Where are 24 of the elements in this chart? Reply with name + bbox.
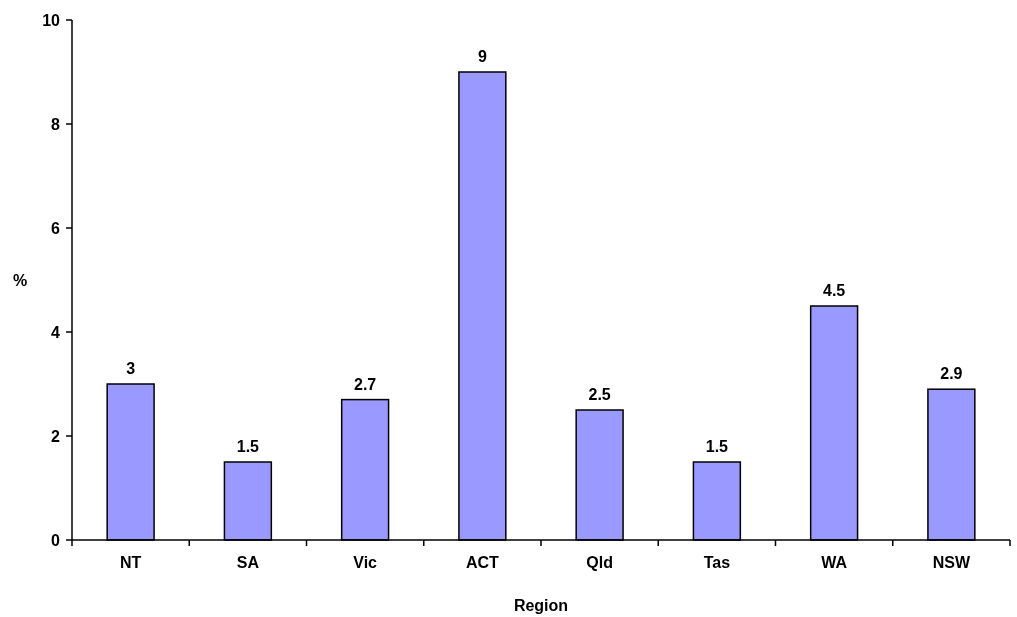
y-axis-title: % bbox=[12, 272, 28, 289]
data-label: 9 bbox=[477, 48, 487, 65]
y-tick-label: 6 bbox=[51, 219, 61, 237]
y-tick-label: 4 bbox=[51, 323, 61, 341]
data-label: 2.9 bbox=[940, 365, 963, 383]
x-tick-label: ACT bbox=[465, 554, 500, 571]
data-label: 3 bbox=[126, 360, 136, 377]
data-label: 2.7 bbox=[354, 375, 377, 393]
x-tick-label: Vic bbox=[353, 554, 378, 571]
x-tick-label: Tas bbox=[703, 554, 731, 571]
data-label: 4.5 bbox=[823, 282, 846, 299]
x-tick-label: WA bbox=[821, 554, 848, 571]
y-tick-label: 0 bbox=[51, 531, 61, 549]
x-tick-label: NSW bbox=[932, 554, 971, 571]
y-tick-label: 2 bbox=[51, 427, 61, 445]
data-label: 1.5 bbox=[236, 438, 260, 455]
x-tick-label: Qld bbox=[586, 554, 613, 571]
data-label: 2.5 bbox=[588, 386, 611, 403]
x-tick-label: SA bbox=[236, 554, 260, 571]
data-label: 1.5 bbox=[705, 438, 729, 455]
x-axis-title: Region bbox=[513, 597, 569, 614]
y-tick-label: 8 bbox=[51, 115, 61, 133]
y-tick-label: 10 bbox=[42, 11, 61, 29]
x-tick-label: NT bbox=[119, 554, 142, 571]
